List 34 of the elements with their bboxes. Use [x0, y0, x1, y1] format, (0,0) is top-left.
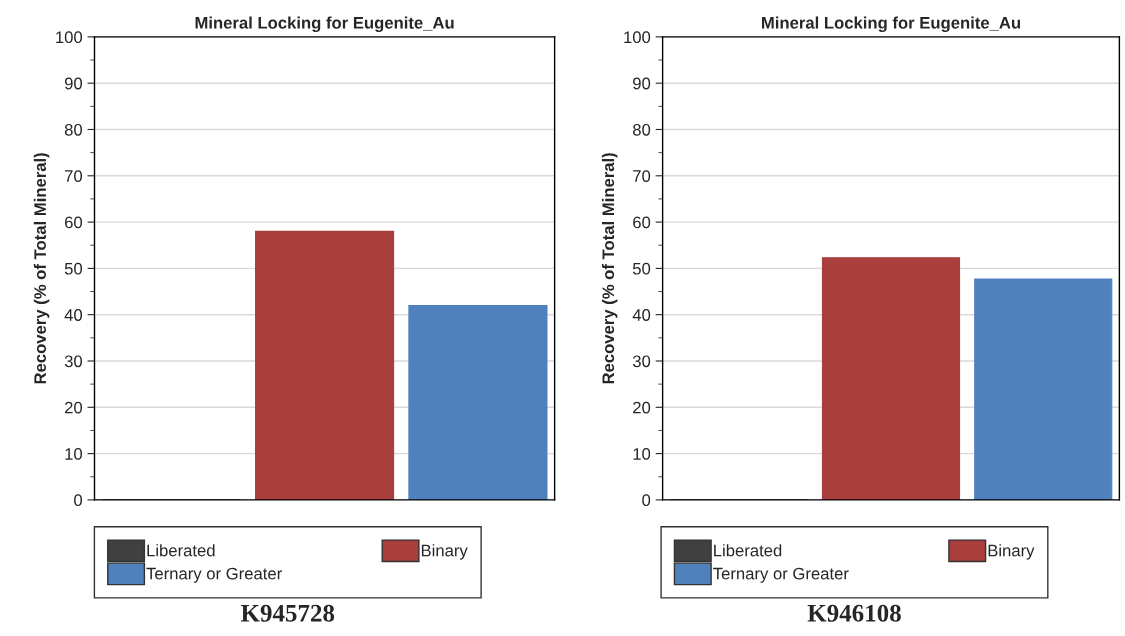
- y-tick-label: 80: [64, 123, 83, 136]
- chart-title: Mineral Locking for Eugenite_Au: [762, 16, 1021, 33]
- text: K946108: [807, 604, 901, 622]
- y-axis-title: Recovery (% of Total Mineral): [601, 153, 618, 384]
- legend-label: Binary: [988, 544, 1035, 560]
- y-tick-label: 40: [632, 309, 651, 321]
- y-tick-label: 100: [624, 31, 651, 44]
- y-tick-label: 20: [65, 401, 83, 414]
- y-tick-label: 50: [632, 262, 651, 275]
- y-tick-label: 70: [633, 170, 651, 182]
- y-tick-label: 20: [633, 401, 651, 414]
- text: K945728: [240, 604, 335, 622]
- y-tick-label: 40: [64, 309, 83, 321]
- y-axis-title: Recovery (% of Total Mineral): [33, 153, 50, 384]
- y-tick-label: 10: [65, 448, 83, 460]
- y-tick-label: 30: [632, 355, 651, 368]
- y-tick-label: 50: [64, 262, 83, 275]
- y-tick-label: 0: [74, 494, 83, 507]
- y-tick-label: 0: [642, 494, 651, 507]
- y-tick-label: 80: [633, 123, 651, 136]
- y-tick-label: 60: [65, 216, 83, 229]
- y-tick-label: 90: [64, 77, 83, 90]
- y-tick-label: 60: [633, 216, 651, 229]
- y-tick-label: 100: [56, 31, 83, 44]
- legend-label: Ternary or Greater: [146, 567, 282, 583]
- y-tick-label: 70: [65, 170, 83, 182]
- y-tick-label: 90: [633, 77, 651, 90]
- legend-label: Binary: [421, 544, 468, 560]
- legend-label: Ternary or Greater: [713, 567, 849, 583]
- y-tick-label: 30: [64, 355, 83, 368]
- chart-title: Mineral Locking for Eugenite_Au: [195, 16, 454, 33]
- legend-label: Liberated: [147, 544, 215, 557]
- text: Liberated: [714, 544, 782, 557]
- y-tick-label: 10: [633, 448, 651, 460]
